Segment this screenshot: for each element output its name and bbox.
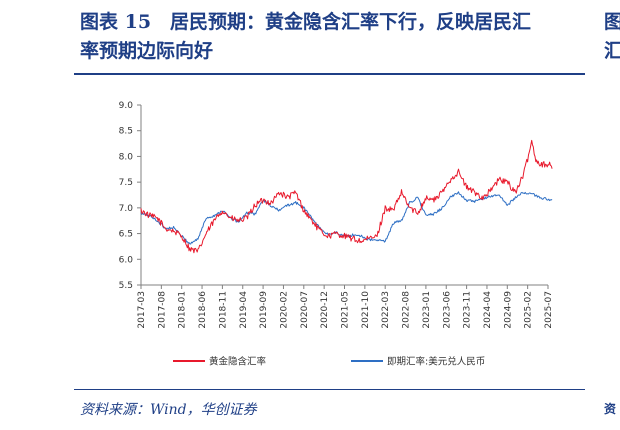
x-tick-label: 2021-05: [341, 291, 351, 329]
title-divider: [74, 73, 585, 75]
x-tick-label: 2020-12: [320, 291, 330, 329]
x-tick-label: 2023-01: [422, 291, 432, 329]
y-tick-label: 6.5: [119, 230, 133, 240]
y-tick-label: 7.0: [119, 204, 134, 214]
x-tick-label: 2025-07: [544, 291, 554, 329]
footer-divider: [74, 389, 585, 390]
x-tick-label: 2024-09: [503, 291, 513, 329]
legend-label-spot-usd-cny: 即期汇率:美元兑人民币: [387, 356, 485, 368]
y-tick-label: 8.0: [119, 152, 134, 162]
x-tick-label: 2018-11: [218, 291, 228, 329]
x-tick-label: 2021-10: [361, 291, 371, 329]
y-tick-label: 5.5: [119, 281, 133, 291]
source-note: 资料来源：Wind，华创证券: [80, 402, 257, 418]
x-tick-label: 2020-02: [279, 291, 289, 329]
chart-title: 图表 15 居民预期：黄金隐含汇率下行，反映居民汇 率预期边际向好: [80, 8, 585, 66]
cropped-next-source-glyph: 资: [604, 402, 617, 416]
line-chart: 9.0 8.5 8.0 7.5 7.0 6.5 6.0 5.5 2017-03 2017-08 20…: [119, 101, 554, 368]
x-tick-label: 2022-08: [402, 291, 412, 329]
x-tick-label: 2023-11: [463, 291, 473, 329]
x-tick-label: 2019-09: [259, 291, 269, 329]
x-tick-label: 2024-04: [483, 291, 493, 329]
x-tick-label: 2022-03: [381, 291, 391, 329]
x-tick-label: 2025-02: [524, 291, 534, 329]
x-tick-label: 2018-06: [198, 291, 208, 329]
cropped-next-title-glyph-2: 汇: [604, 40, 620, 62]
y-tick-label: 9.0: [119, 101, 134, 111]
x-tick-label: 2017-08: [157, 291, 167, 329]
x-tick-label: 2020-07: [300, 291, 310, 329]
y-tick-label: 7.5: [119, 178, 133, 188]
x-tick-label: 2018-01: [178, 291, 188, 329]
legend-label-gold-implied-rate: 黄金隐含汇率: [209, 356, 267, 368]
series-line-gold-implied-rate: [140, 139, 553, 254]
x-tick-label: 2017-03: [137, 291, 147, 329]
chart-title-line-2: 率预期边际向好: [80, 40, 214, 62]
y-tick-label: 6.0: [119, 255, 134, 265]
x-tick-label: 2019-04: [239, 291, 249, 329]
chart-title-line-1: 图表 15 居民预期：黄金隐含汇率下行，反映居民汇: [80, 11, 532, 33]
cropped-next-title-glyph: 图: [604, 11, 620, 33]
x-tick-label: 2023-06: [442, 291, 452, 329]
y-tick-label: 8.5: [119, 127, 133, 137]
